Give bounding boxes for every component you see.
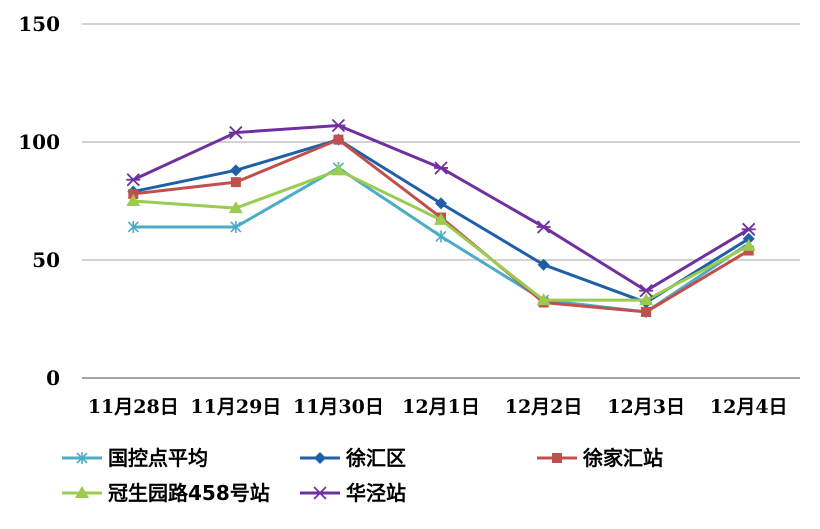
legend-item: 华泾站 (300, 481, 406, 505)
y-tick-label: 100 (18, 130, 60, 154)
data-point (639, 284, 654, 298)
x-axis-tick-labels: 11月28日 11月29日 11月30日 12月1日 12月2日 12月3日 12月4日 (88, 396, 788, 418)
y-tick-label: 150 (18, 12, 60, 36)
y-axis-tick-labels: 0 50 100 150 (18, 12, 60, 390)
x-tick-label: 11月30日 (293, 396, 384, 418)
data-point (741, 238, 756, 251)
data-point (126, 194, 141, 206)
data-point (537, 258, 550, 271)
legend-marker (552, 453, 562, 463)
data-point (641, 306, 652, 317)
data-point (434, 161, 448, 175)
data-point (742, 232, 755, 245)
series-3 (126, 163, 756, 306)
legend-item: 徐汇区 (300, 446, 406, 470)
legend-label: 华泾站 (346, 481, 406, 505)
legend-label: 徐家汇站 (582, 446, 663, 470)
series-lines (126, 118, 756, 318)
data-point (128, 188, 139, 199)
data-point (230, 177, 241, 188)
legend-marker (75, 486, 89, 498)
data-point (435, 230, 447, 243)
data-point (741, 222, 756, 236)
data-point (434, 212, 448, 225)
legend-label: 冠生园路458号站 (108, 481, 270, 505)
legend-marker (314, 452, 326, 464)
data-point (230, 220, 242, 233)
legend-item: 冠生园路458号站 (62, 481, 270, 505)
y-tick-label: 50 (32, 248, 60, 272)
legend-label: 徐汇区 (345, 446, 406, 470)
data-point (333, 134, 344, 145)
data-point (435, 197, 447, 210)
legend-marker (76, 452, 88, 464)
x-tick-label: 12月4日 (710, 396, 788, 418)
data-point (331, 118, 346, 133)
data-point (228, 125, 243, 140)
x-tick-label: 11月29日 (190, 396, 281, 418)
gridlines (82, 23, 800, 379)
data-point (126, 173, 141, 187)
data-point (229, 164, 242, 177)
legend-label: 国控点平均 (108, 446, 208, 470)
x-tick-label: 12月1日 (402, 396, 480, 418)
x-tick-label: 12月2日 (505, 396, 583, 418)
y-tick-label: 0 (46, 366, 60, 390)
legend-marker (313, 486, 327, 500)
x-tick-label: 12月3日 (607, 396, 685, 418)
data-point (639, 293, 654, 306)
data-point (228, 201, 243, 214)
data-point (331, 163, 346, 176)
data-point (127, 220, 139, 233)
series-4 (126, 118, 756, 298)
x-tick-label: 11月28日 (88, 396, 179, 418)
legend-item: 国控点平均 (62, 446, 208, 470)
legend-item: 徐家汇站 (537, 446, 663, 470)
data-point (536, 293, 551, 306)
data-point (536, 220, 551, 234)
